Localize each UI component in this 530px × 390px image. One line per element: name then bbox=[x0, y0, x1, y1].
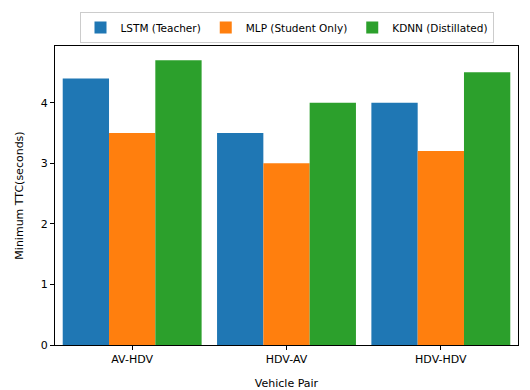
svg-text:LSTM (Teacher): LSTM (Teacher) bbox=[121, 22, 201, 34]
svg-text:2: 2 bbox=[41, 218, 48, 231]
svg-text:KDNN (Distillated): KDNN (Distillated) bbox=[392, 22, 487, 34]
svg-text:1: 1 bbox=[41, 278, 48, 291]
svg-text:Minimum TTC(seconds): Minimum TTC(seconds) bbox=[13, 131, 26, 259]
svg-text:HDV-AV: HDV-AV bbox=[266, 353, 308, 366]
svg-text:AV-HDV: AV-HDV bbox=[111, 353, 153, 366]
svg-text:4: 4 bbox=[41, 97, 48, 110]
svg-text:0: 0 bbox=[41, 339, 48, 352]
svg-text:3: 3 bbox=[41, 157, 48, 170]
svg-text:Vehicle Pair: Vehicle Pair bbox=[255, 377, 319, 390]
svg-text:MLP (Student Only): MLP (Student Only) bbox=[246, 22, 348, 34]
svg-text:HDV-HDV: HDV-HDV bbox=[415, 353, 467, 366]
